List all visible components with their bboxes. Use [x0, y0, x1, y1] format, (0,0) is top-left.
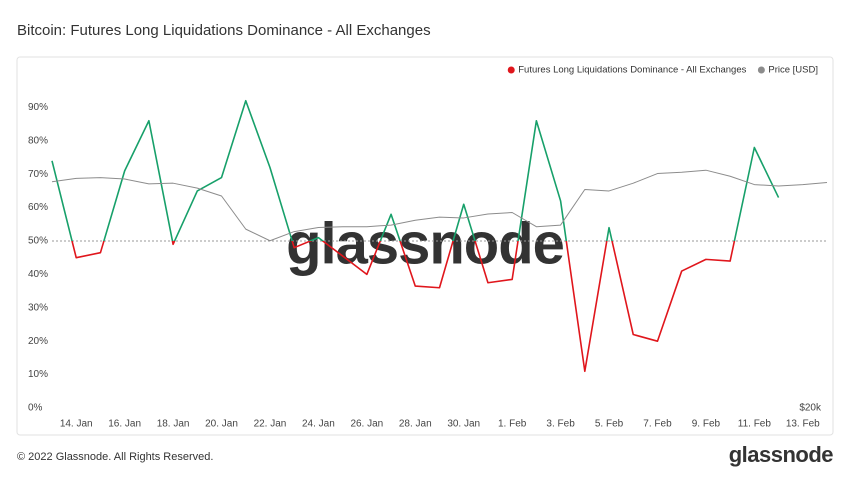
- legend-label: Price [USD]: [768, 65, 818, 76]
- price-line: [51, 169, 828, 242]
- x-tick-label: 1. Feb: [498, 419, 527, 430]
- x-tick-label: 20. Jan: [205, 419, 238, 430]
- dominance-line: [51, 99, 780, 373]
- y-tick-label: 70%: [28, 169, 48, 180]
- y-tick-label: 50%: [28, 236, 48, 247]
- legend-label: Futures Long Liquidations Dominance - Al…: [518, 65, 746, 76]
- y-tick-label: 20%: [28, 336, 48, 347]
- y2-tick-label: $20k: [799, 403, 822, 414]
- x-tick-label: 14. Jan: [60, 419, 93, 430]
- x-tick-label: 9. Feb: [692, 419, 721, 430]
- copyright: © 2022 Glassnode. All Rights Reserved.: [17, 451, 213, 463]
- chart-title: Bitcoin: Futures Long Liquidations Domin…: [17, 22, 431, 39]
- y-tick-label: 0%: [28, 403, 43, 414]
- x-tick-label: 26. Jan: [350, 419, 383, 430]
- legend-marker: [507, 66, 515, 74]
- x-tick-label: 24. Jan: [302, 419, 335, 430]
- chart-frame: [16, 56, 834, 436]
- x-tick-label: 11. Feb: [738, 419, 772, 430]
- y-tick-label: 30%: [28, 302, 48, 313]
- y-tick-label: 80%: [28, 135, 48, 146]
- watermark: glassnode: [286, 211, 564, 276]
- y-tick-label: 40%: [28, 269, 48, 280]
- x-tick-label: 22. Jan: [254, 419, 287, 430]
- legend-marker: [757, 66, 765, 74]
- x-tick-label: 18. Jan: [157, 419, 190, 430]
- x-tick-label: 28. Jan: [399, 419, 432, 430]
- x-tick-label: 5. Feb: [595, 419, 624, 430]
- x-tick-label: 7. Feb: [643, 419, 672, 430]
- logo: glassnode: [729, 442, 834, 467]
- y-tick-label: 90%: [28, 102, 48, 113]
- x-tick-label: 16. Jan: [108, 419, 141, 430]
- x-tick-label: 13. Feb: [786, 419, 820, 430]
- y-tick-label: 10%: [28, 369, 48, 380]
- y-tick-label: 60%: [28, 202, 48, 213]
- x-tick-label: 3. Feb: [546, 419, 575, 430]
- x-tick-label: 30. Jan: [447, 419, 480, 430]
